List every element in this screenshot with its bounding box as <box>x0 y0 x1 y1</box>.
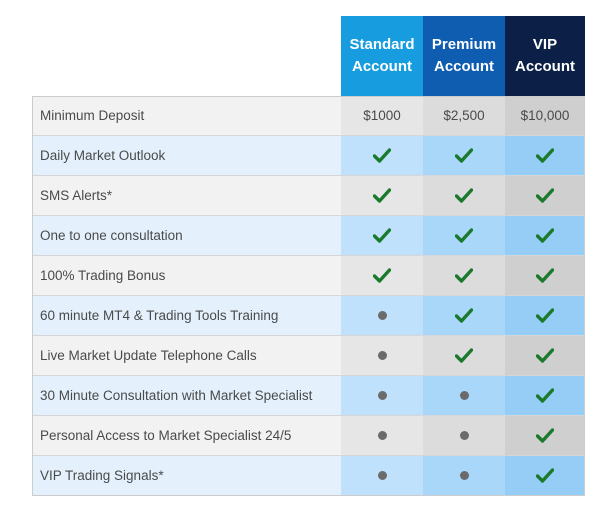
premium-check-icon <box>423 136 505 175</box>
feature-label: 100% Trading Bonus <box>32 256 341 295</box>
standard-value: $1000 <box>341 96 423 135</box>
standard-dot-icon <box>341 376 423 415</box>
premium-check-icon <box>423 176 505 215</box>
standard-dot-icon <box>341 336 423 375</box>
feature-label: VIP Trading Signals* <box>32 456 341 495</box>
account-comparison-table: Standard Account Premium Account VIP Accoun… <box>32 16 585 496</box>
header-row: Standard Account Premium Account VIP Accoun… <box>32 16 585 96</box>
table-row: SMS Alerts* <box>32 176 585 216</box>
standard-dot-icon <box>341 456 423 495</box>
premium-check-icon <box>423 296 505 335</box>
table-row: Live Market Update Telephone Calls <box>32 336 585 376</box>
vip-check-icon <box>505 376 585 415</box>
vip-account-header: VIP Account <box>505 16 585 96</box>
premium-check-icon <box>423 256 505 295</box>
feature-label: Live Market Update Telephone Calls <box>32 336 341 375</box>
vip-value: $10,000 <box>505 96 585 135</box>
standard-check-icon <box>341 176 423 215</box>
vip-check-icon <box>505 136 585 175</box>
premium-check-icon <box>423 336 505 375</box>
table-row: Minimum Deposit $1000 $2,500 $10,000 <box>32 96 585 136</box>
standard-account-header: Standard Account <box>341 16 423 96</box>
table-row: 60 minute MT4 & Trading Tools Training <box>32 296 585 336</box>
vip-check-icon <box>505 296 585 335</box>
premium-account-header: Premium Account <box>423 16 505 96</box>
standard-header-line1: Standard <box>349 36 415 53</box>
feature-label: 30 Minute Consultation with Market Speci… <box>32 376 341 415</box>
feature-label: Minimum Deposit <box>32 96 341 135</box>
vip-header-line1: VIP <box>532 36 558 53</box>
premium-header-line2: Account <box>433 58 494 75</box>
standard-header-line2: Account <box>351 58 412 75</box>
standard-check-icon <box>341 256 423 295</box>
feature-label: One to one consultation <box>32 216 341 255</box>
vip-check-icon <box>505 256 585 295</box>
premium-check-icon <box>423 216 505 255</box>
premium-dot-icon <box>423 456 505 495</box>
table-row: Personal Access to Market Specialist 24/… <box>32 416 585 456</box>
standard-check-icon <box>341 216 423 255</box>
vip-header-line2: Account <box>515 58 575 75</box>
premium-value: $2,500 <box>423 96 505 135</box>
table-row: Daily Market Outlook <box>32 136 585 176</box>
vip-check-icon <box>505 416 585 455</box>
standard-dot-icon <box>341 296 423 335</box>
feature-label: 60 minute MT4 & Trading Tools Training <box>32 296 341 335</box>
premium-dot-icon <box>423 416 505 455</box>
feature-label: Personal Access to Market Specialist 24/… <box>32 416 341 455</box>
feature-label: Daily Market Outlook <box>32 136 341 175</box>
standard-check-icon <box>341 136 423 175</box>
feature-label: SMS Alerts* <box>32 176 341 215</box>
vip-check-icon <box>505 456 585 495</box>
table-row: 100% Trading Bonus <box>32 256 585 296</box>
table-row: One to one consultation <box>32 216 585 256</box>
table-row: 30 Minute Consultation with Market Speci… <box>32 376 585 416</box>
table-row: VIP Trading Signals* <box>32 456 585 496</box>
premium-header-line1: Premium <box>431 36 497 53</box>
vip-check-icon <box>505 176 585 215</box>
premium-dot-icon <box>423 376 505 415</box>
vip-check-icon <box>505 216 585 255</box>
vip-check-icon <box>505 336 585 375</box>
standard-dot-icon <box>341 416 423 455</box>
